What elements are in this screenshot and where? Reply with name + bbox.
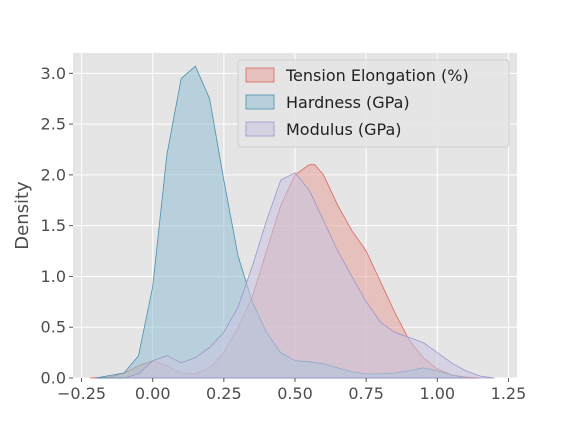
y-tick-label: 0.0 (41, 369, 66, 388)
legend-swatch-2 (245, 94, 275, 110)
y-tick-label: 1.0 (41, 267, 66, 286)
x-tick-label: 0.75 (348, 384, 384, 403)
x-tick-label: 0.25 (206, 384, 242, 403)
x-tick-label: 1.25 (491, 384, 527, 403)
y-tick-label: 2.5 (41, 115, 66, 134)
legend-box (237, 59, 510, 148)
legend-swatch-3 (245, 121, 275, 137)
legend: Tension Elongation (%) Hardness (GPa) Modu… (237, 59, 510, 148)
legend-swatch-1 (245, 67, 275, 83)
y-tick-label: 3.0 (41, 64, 66, 83)
x-tick-label: 0.50 (277, 384, 313, 403)
density-areas (89, 65, 495, 379)
density-area-3 (123, 172, 495, 379)
x-tick-label: 1.00 (419, 384, 455, 403)
x-axis: −0.25 0.00 0.25 0.50 0.75 1.00 1.25 (57, 378, 526, 403)
legend-label-1: Tension Elongation (%) (285, 66, 469, 85)
y-tick-label: 1.5 (41, 216, 66, 235)
x-tick-label: 0.00 (135, 384, 171, 403)
legend-label-2: Hardness (GPa) (286, 93, 410, 112)
x-tick-label: −0.25 (57, 384, 106, 403)
y-axis: 0.0 0.5 1.0 1.5 2.0 2.5 3.0 (41, 64, 73, 388)
y-axis-label: Density (12, 181, 33, 250)
y-tick-label: 0.5 (41, 318, 66, 337)
legend-label-3: Modulus (GPa) (286, 120, 402, 139)
y-tick-label: 2.0 (41, 165, 66, 184)
